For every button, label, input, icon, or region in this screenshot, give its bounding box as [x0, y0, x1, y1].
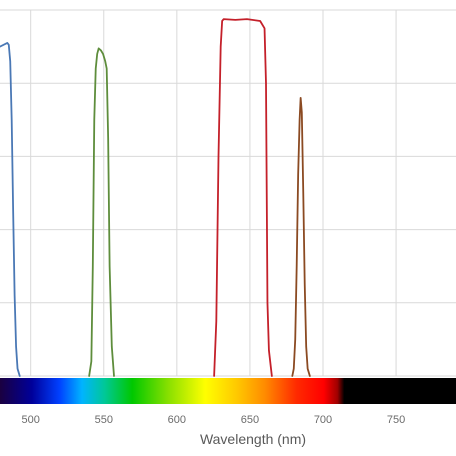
- x-tick-label: 700: [314, 414, 332, 426]
- series-line-3: [213, 18, 273, 377]
- x-axis-title: Wavelength (nm): [200, 431, 306, 447]
- color-spectrum-bar: [0, 378, 456, 404]
- x-tick-label: 500: [22, 414, 40, 426]
- x-tick-label: 600: [168, 414, 186, 426]
- x-tick-label: 750: [387, 414, 405, 426]
- series-line-4: [291, 96, 311, 377]
- gridlines: [0, 9, 456, 377]
- series-line-2: [88, 47, 115, 377]
- series-line-1: [0, 42, 21, 377]
- x-tick-label: 650: [241, 414, 259, 426]
- series-lines: [0, 18, 311, 377]
- x-axis-ticks: 500 550 600 650 700 750: [22, 414, 406, 426]
- x-tick-label: 550: [95, 414, 113, 426]
